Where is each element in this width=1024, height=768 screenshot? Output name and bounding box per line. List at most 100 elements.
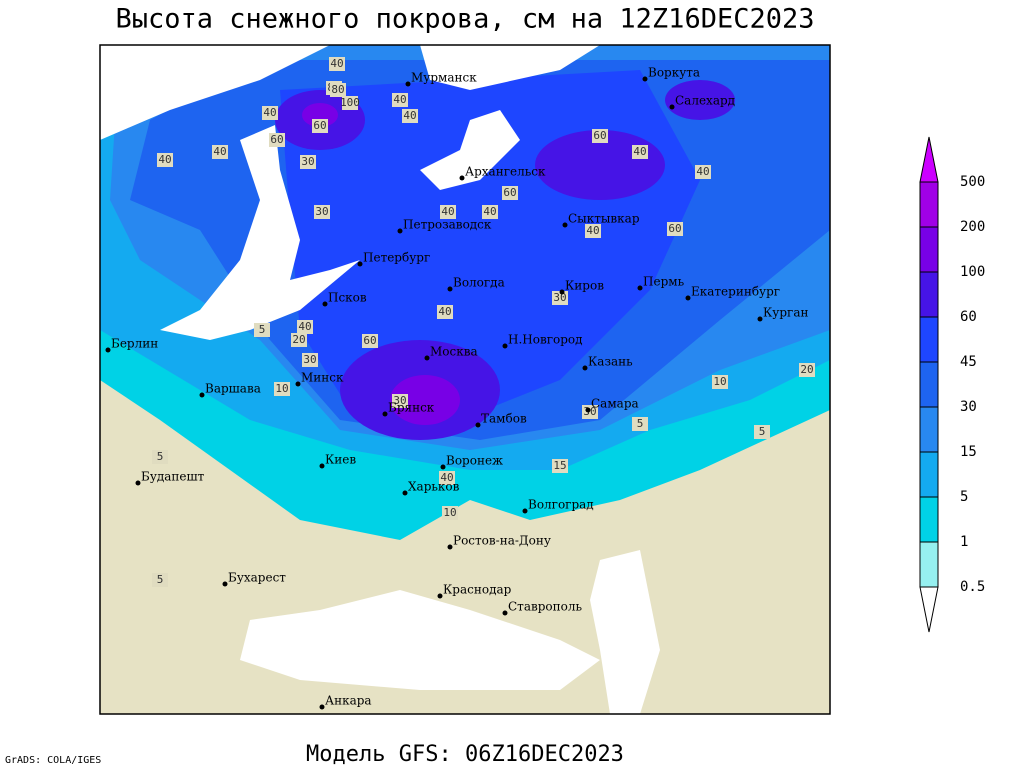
sea — [420, 110, 520, 190]
city-label: Петербург — [363, 251, 430, 265]
footer: Модель GFS: 06Z16DEC2023 — [306, 742, 624, 767]
contour-label: 40 — [696, 165, 709, 178]
colorbar-box — [919, 541, 939, 588]
contour-label: 40 — [298, 320, 311, 333]
city-label: Архангельск — [465, 165, 546, 179]
contour-label: 40 — [403, 109, 416, 122]
contour-label-box — [330, 83, 346, 97]
contour-label-box — [712, 375, 728, 389]
colorbar-label: 200 — [960, 219, 985, 235]
city-dot — [105, 347, 111, 353]
contour-label-box — [632, 145, 648, 159]
contour-label: 10 — [713, 375, 726, 388]
contour-label-box — [437, 305, 453, 319]
city-dot — [135, 480, 141, 486]
contour-label-box — [157, 153, 173, 167]
colorbar-top — [919, 136, 939, 183]
city-label: Минск — [301, 371, 344, 385]
contour-label: 40 — [263, 106, 276, 119]
city-label: Киров — [565, 279, 604, 293]
city-label: Екатеринбург — [691, 285, 780, 299]
colorbar-bottom — [919, 586, 939, 633]
city-dot — [437, 593, 443, 599]
city-dot — [562, 222, 568, 228]
contour-label: 20 — [800, 363, 813, 376]
colorbar-box — [919, 271, 939, 318]
city-dot — [322, 301, 328, 307]
contour-label-box — [482, 205, 498, 219]
credit: GrADS: COLA/IGES — [5, 755, 101, 766]
contour-label: 40 — [441, 205, 454, 218]
contour-label-box — [329, 57, 345, 71]
colorbar-label: 30 — [960, 399, 977, 415]
contour-label-box — [754, 425, 770, 439]
city-label: Салехард — [675, 94, 735, 108]
city-dot — [669, 104, 675, 110]
city-dot — [685, 295, 691, 301]
contour-label: 40 — [213, 145, 226, 158]
colorbar-label: 60 — [960, 309, 977, 325]
contour-label: 100 — [340, 96, 360, 109]
contour-label-box — [439, 471, 455, 485]
city-dot — [447, 286, 453, 292]
city-dot — [475, 422, 481, 428]
city-dot — [397, 228, 403, 234]
contour-label-box — [291, 333, 307, 347]
colorbar-label: 15 — [960, 444, 977, 460]
contour-label: 80 — [331, 83, 344, 96]
contour-label-box — [362, 334, 378, 348]
colorbar-box — [919, 226, 939, 273]
city-label: Краснодар — [443, 583, 512, 597]
snow-60-100 — [665, 80, 735, 120]
colorbar-box — [919, 361, 939, 408]
contour-label: 60 — [313, 119, 326, 132]
city-dot — [642, 76, 648, 82]
contour-label: 10 — [443, 506, 456, 519]
city-dot — [585, 407, 591, 413]
city-label: Анкара — [325, 694, 372, 708]
city-label: Воркута — [648, 66, 700, 80]
city-label: Тамбов — [481, 412, 527, 426]
contour-label: 60 — [503, 186, 516, 199]
contour-label-box — [695, 165, 711, 179]
contour-label-box — [342, 96, 358, 110]
sea — [160, 125, 360, 340]
contour-label: 40 — [330, 57, 343, 70]
city-label: Самара — [591, 397, 639, 411]
contour-label-box — [402, 109, 418, 123]
city-dot — [502, 610, 508, 616]
contour-label: 30 — [303, 353, 316, 366]
contour-label: 60 — [270, 133, 283, 146]
contour-label: 60 — [668, 222, 681, 235]
city-label: Псков — [328, 291, 367, 305]
city-dot — [357, 261, 363, 267]
contour-label: 5 — [637, 417, 644, 430]
city-label: Казань — [588, 355, 633, 369]
city-label: Курган — [763, 306, 808, 320]
sea — [100, 45, 330, 140]
city-dot — [199, 392, 205, 398]
city-label: Варшава — [205, 382, 261, 396]
contour-label-box — [312, 119, 328, 133]
contour-label: 15 — [553, 459, 566, 472]
contour-label-box — [297, 320, 313, 334]
contour-label: 20 — [292, 333, 305, 346]
contour-label: 40 — [440, 471, 453, 484]
contour-label-box — [300, 155, 316, 169]
city-label: Бухарест — [228, 571, 286, 585]
city-dot — [582, 365, 588, 371]
contour-label: 30 — [393, 394, 406, 407]
contour-label: 60 — [593, 129, 606, 142]
city-label: Ставрополь — [508, 600, 582, 614]
contour-label-box — [392, 394, 408, 408]
city-dot — [447, 544, 453, 550]
colorbar-box — [919, 496, 939, 543]
colorbar-label: 0.5 — [960, 579, 985, 595]
city-label: Будапешт — [141, 470, 205, 484]
contour-label-box — [592, 129, 608, 143]
city-dot — [757, 316, 763, 322]
contour-label-box — [212, 145, 228, 159]
city-label: Н.Новгород — [508, 333, 583, 347]
contour-label: 40 — [158, 153, 171, 166]
colorbar-label: 100 — [960, 264, 985, 280]
